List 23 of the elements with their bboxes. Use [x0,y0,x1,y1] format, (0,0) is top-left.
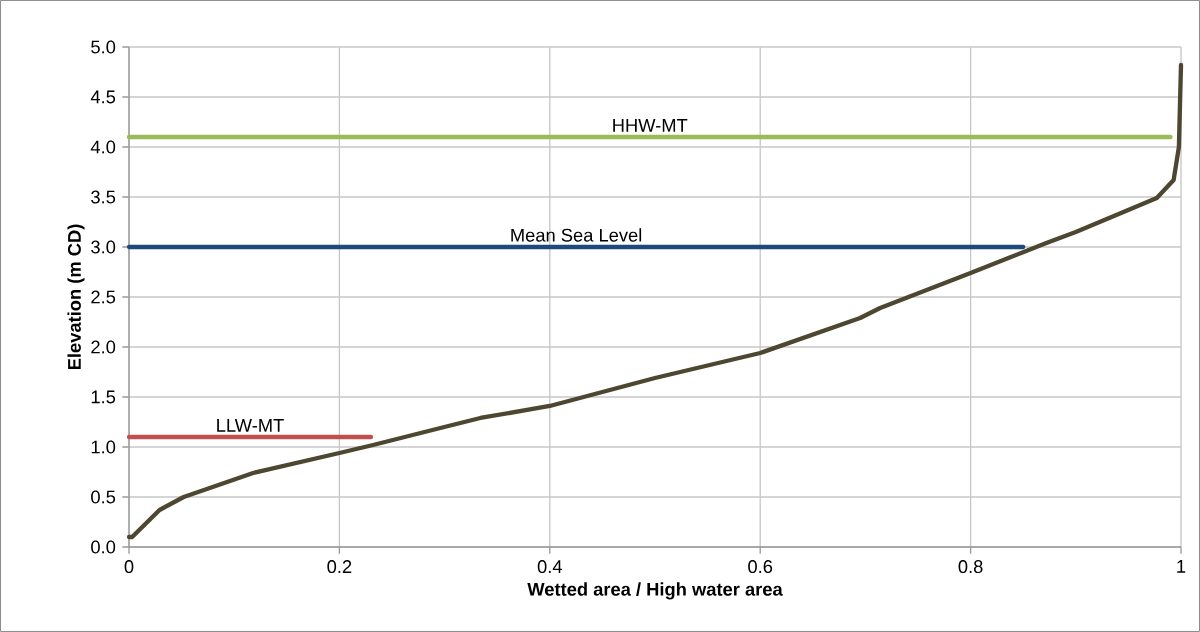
x-tick-label: 0.6 [748,560,773,574]
y-tick-label: 0.0 [91,540,116,554]
y-axis-title: Elevation (m CD) [67,224,85,370]
x-axis-title: Wetted area / High water area [527,582,783,600]
line-series [126,62,1184,540]
y-tick-label: 4.5 [90,90,116,104]
x-tick-label: 1 [1177,560,1186,573]
y-tick-label: 5.0 [91,40,116,54]
y-tick-label: 2.5 [91,290,116,304]
x-tick-label: 0.2 [327,560,352,574]
x-tick-label: 0 [124,560,134,574]
series-label: Mean Sea Level [511,228,642,242]
y-tick-label: 1.0 [91,440,116,454]
y-tick-label: 3.0 [91,240,116,254]
x-tick-label: 0.4 [537,560,562,574]
y-tick-label: 4.0 [90,140,116,154]
x-tick-label: 0.8 [958,560,983,574]
y-tick-label: 2.0 [91,340,116,354]
y-tick-label: 0.5 [91,490,116,504]
y-tick-label: 3.5 [91,190,116,204]
series-label: LLW-MT [217,419,284,432]
y-tick-label: 1.5 [91,390,116,404]
series-label: HHW-MT [613,119,688,132]
